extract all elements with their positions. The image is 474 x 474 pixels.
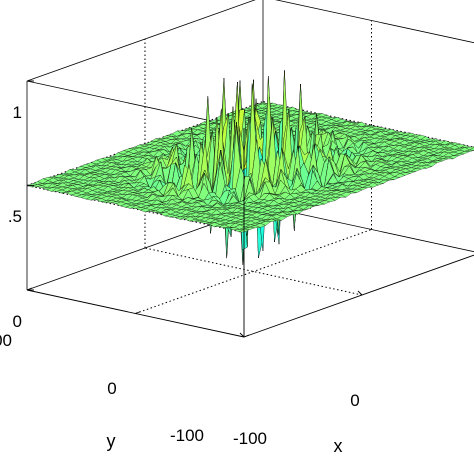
back-edge (26, 0, 256, 82)
x-axis-line (243, 254, 474, 338)
z-tick-1: 1 (13, 103, 22, 122)
y-axis-label: y (107, 431, 116, 451)
grid-line (144, 247, 363, 296)
surface-mesh (26, 70, 474, 265)
y-tick-mark (135, 311, 141, 314)
x-tick-mark (239, 332, 245, 338)
back-edge (274, 0, 474, 44)
grid-line (26, 185, 245, 233)
y-tick-mark (243, 334, 250, 338)
x-axis-label: x (334, 436, 343, 456)
y-tick-neg100: -100 (170, 426, 204, 445)
y-tick-100: 100 (0, 331, 12, 350)
x-tick-mark (357, 290, 363, 296)
front-box-edges (26, 80, 474, 338)
y-tick-0: 0 (107, 379, 116, 398)
y-tick-mark (26, 287, 33, 291)
z-tick-0: 0 (13, 312, 22, 331)
x-tick-neg100: -100 (233, 429, 267, 448)
x-tick-0: 0 (350, 391, 359, 410)
grid-line (135, 229, 372, 314)
z-tick-half: .5 (8, 207, 22, 226)
